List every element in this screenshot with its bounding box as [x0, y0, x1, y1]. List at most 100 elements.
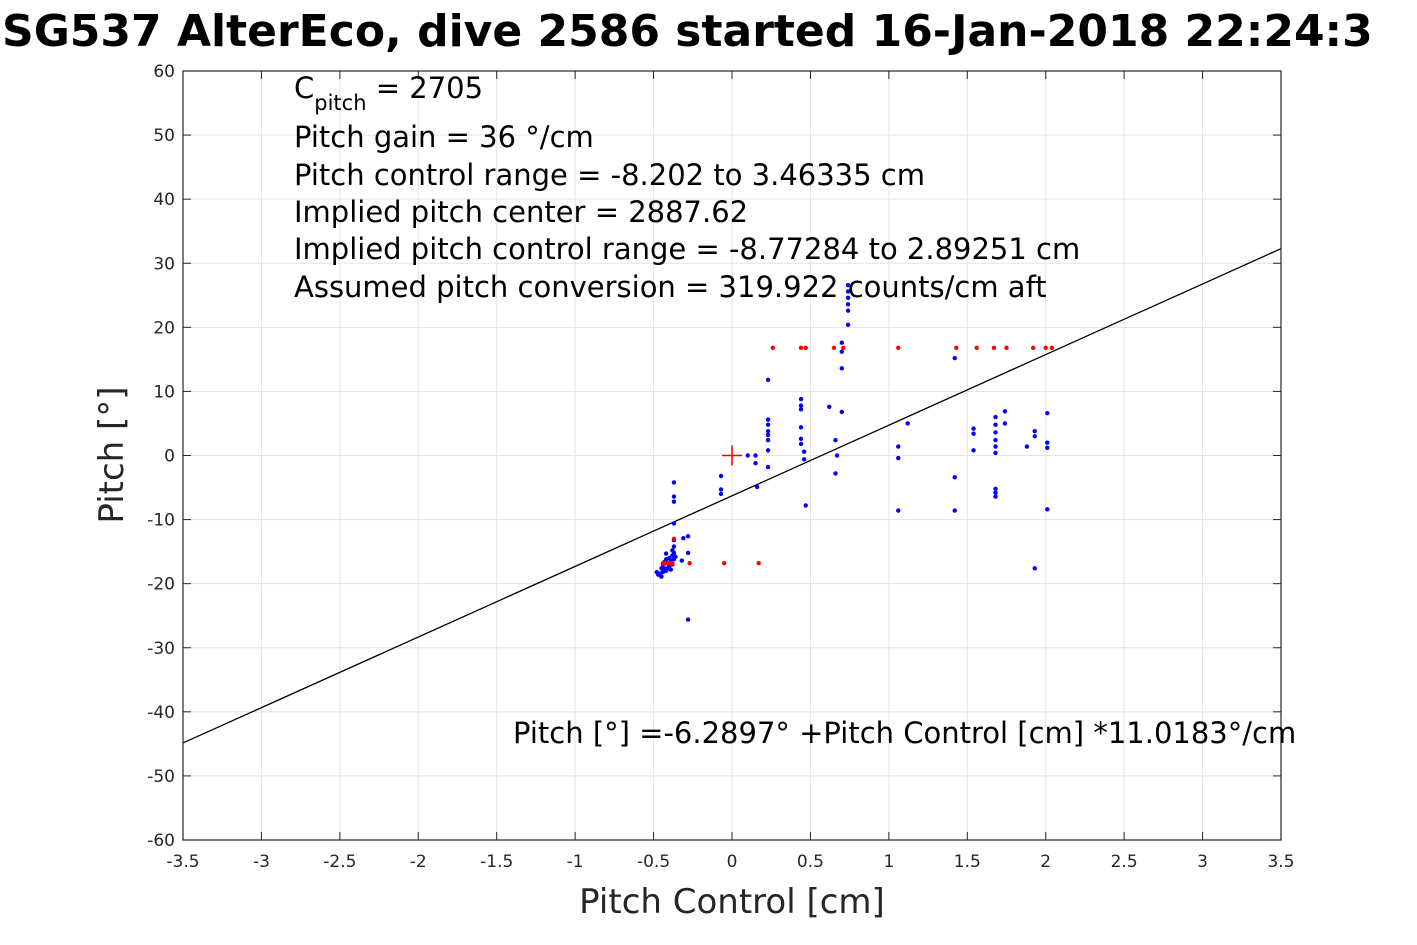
blue-data-point [671, 494, 677, 499]
fit-line [182, 248, 1282, 744]
y-tick-label: 30 [153, 254, 175, 274]
x-tick-label: 3.5 [1267, 852, 1294, 872]
red-data-point [687, 560, 692, 566]
red-data-point [1030, 345, 1036, 351]
blue-data-point [845, 295, 851, 301]
blue-data-point [971, 431, 976, 436]
x-tick-label: 2.5 [1111, 852, 1138, 872]
y-tick-label: -50 [147, 767, 175, 787]
y-tick-label: 40 [153, 190, 175, 210]
blue-data-point [833, 437, 838, 443]
blue-data-point [798, 425, 804, 430]
blue-data-point [718, 473, 724, 479]
control-range-annotation: Pitch control range = -8.202 to 3.46335 … [294, 158, 925, 192]
blue-data-point [1002, 421, 1008, 426]
x-tick-label: 0 [727, 852, 738, 872]
red-data-point [974, 345, 979, 351]
blue-data-point [896, 455, 901, 461]
blue-data-point [1002, 409, 1008, 414]
y-tick-label: 50 [153, 126, 175, 146]
blue-data-point [681, 535, 686, 541]
blue-data-point [905, 421, 910, 426]
y-tick-label: -20 [147, 575, 175, 595]
blue-data-point [718, 491, 724, 497]
blue-data-point [993, 414, 998, 420]
blue-data-point [668, 567, 674, 572]
blue-data-point [1032, 434, 1037, 439]
blue-data-point [1045, 411, 1050, 416]
blue-data-point [798, 403, 804, 408]
red-data-point [671, 536, 677, 542]
blue-data-point [685, 617, 691, 622]
blue-data-point [993, 486, 998, 492]
x-tick-label: -2.5 [323, 852, 356, 872]
red-data-point [831, 345, 837, 351]
red-data-point [770, 345, 775, 351]
y-tick-label: -40 [147, 703, 175, 723]
blue-data-point [839, 409, 844, 415]
implied-range-annotation: Implied pitch control range = -8.77284 t… [294, 232, 1080, 266]
blue-data-point [803, 503, 808, 508]
x-tick-label: 2 [1040, 852, 1051, 872]
blue-data-point [753, 460, 758, 466]
x-tick-label: -0.5 [637, 852, 670, 872]
blue-data-point [1045, 445, 1050, 451]
blue-data-point [685, 550, 691, 556]
blue-data-point [765, 428, 771, 434]
blue-data-point [1032, 566, 1037, 571]
blue-data-point [765, 417, 771, 422]
blue-data-point [718, 487, 724, 492]
blue-data-point [801, 449, 807, 454]
red-data-point [721, 560, 727, 566]
c-pitch-main: C [294, 71, 314, 105]
red-data-point [798, 345, 804, 351]
x-tick-label: -3 [253, 852, 270, 872]
blue-data-point [971, 448, 976, 453]
red-data-point [1043, 345, 1048, 351]
c-pitch-value: = 2705 [367, 71, 484, 105]
blue-data-point [993, 494, 998, 499]
blue-data-point [952, 475, 957, 480]
y-axis-ticks: -60 -50 -40 -30 -20 -10 0 10 20 30 40 50 60 [147, 62, 1281, 851]
red-data-point [1004, 345, 1009, 351]
blue-data-point [798, 436, 804, 442]
blue-data-point [839, 366, 844, 371]
blue-data-point [993, 444, 998, 449]
red-data-point [991, 345, 997, 351]
blue-data-point [671, 499, 677, 504]
center-marker [722, 445, 742, 466]
red-data-point [756, 560, 761, 566]
blue-data-point [754, 484, 760, 490]
y-tick-label: 10 [153, 382, 175, 402]
x-tick-label: 0.5 [797, 852, 824, 872]
blue-data-point [798, 407, 804, 412]
blue-data-point [845, 302, 851, 307]
y-tick-label: 0 [164, 447, 175, 467]
blue-data-point [839, 349, 844, 354]
blue-data-point [798, 441, 804, 447]
y-tick-label: 20 [153, 318, 175, 338]
red-data-point [841, 345, 846, 351]
x-tick-label: -3.5 [166, 852, 199, 872]
blue-data-point [798, 396, 804, 402]
blue-data-point [765, 464, 771, 470]
y-axis-label: Pitch [°] [92, 386, 132, 523]
chart-title: SG537 AlterEco, dive 2586 started 16-Jan… [2, 6, 1373, 57]
blue-data-point [993, 450, 998, 456]
blue-data-point [801, 457, 807, 462]
blue-data-point [671, 544, 677, 549]
blue-data-point [952, 355, 957, 361]
x-axis-label: Pitch Control [cm] [579, 882, 885, 922]
blue-data-point [765, 437, 771, 443]
red-data-point [954, 345, 959, 351]
y-tick-label: -60 [147, 831, 175, 851]
red-data-point [670, 560, 675, 566]
blue-data-point [845, 322, 851, 327]
x-tick-label: -1 [567, 852, 584, 872]
c-pitch-annotation: Cpitch = 2705 [294, 71, 483, 115]
y-tick-label: -30 [147, 639, 175, 659]
blue-data-point [659, 566, 664, 571]
blue-data-point [833, 471, 838, 476]
blue-data-point [839, 340, 844, 345]
